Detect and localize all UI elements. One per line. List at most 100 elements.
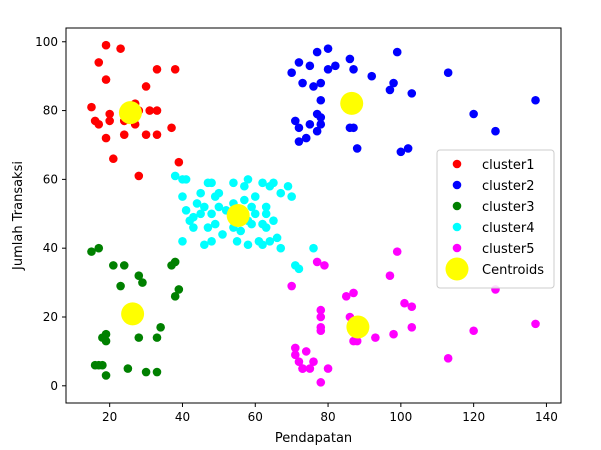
- cluster2-point: [305, 61, 315, 71]
- cluster1-point: [152, 64, 162, 74]
- cluster5-point: [316, 326, 326, 336]
- cluster4-point: [207, 209, 216, 219]
- cluster5-point: [323, 364, 333, 373]
- cluster3-point: [87, 247, 96, 256]
- cluster1-point: [141, 130, 151, 139]
- series-centroids: [118, 91, 370, 339]
- cluster5-point: [443, 353, 453, 363]
- cluster1-point: [116, 44, 125, 53]
- cluster5-point: [316, 312, 326, 322]
- cluster5-point: [312, 257, 322, 267]
- x-tick-label: 20: [102, 410, 117, 424]
- cluster2-point: [323, 64, 333, 74]
- series-cluster1: [87, 40, 184, 181]
- cluster2-point: [531, 95, 540, 105]
- cluster5-point: [294, 357, 304, 367]
- cluster4-point: [272, 233, 282, 243]
- cluster1-point: [87, 102, 96, 112]
- plot-frame: [65, 27, 562, 404]
- centroids-point: [346, 315, 370, 339]
- cluster5-point: [320, 261, 329, 270]
- cluster4-point: [181, 206, 191, 215]
- cluster4-point: [200, 202, 209, 212]
- x-axis-label: Pendapatan: [275, 431, 352, 446]
- cluster4-point: [261, 202, 271, 212]
- y-tick-label: 20: [43, 310, 58, 324]
- cluster4-point: [214, 202, 224, 212]
- cluster2-point: [291, 116, 300, 126]
- legend: cluster1 cluster2 cluster3 cluster4 cluster5…: [436, 149, 555, 289]
- cluster3-point: [119, 261, 129, 270]
- cluster1-point: [105, 116, 114, 126]
- cluster5-point: [298, 364, 307, 373]
- cluster3-point: [94, 243, 104, 253]
- legend-marker-cluster5: [452, 243, 462, 253]
- cluster2-point: [294, 58, 304, 67]
- cluster5-point: [349, 288, 358, 298]
- legend-label-cluster4: cluster4: [482, 221, 534, 236]
- cluster2-point: [389, 78, 398, 88]
- cluster3-point: [98, 360, 107, 370]
- legend-marker-cluster2: [452, 180, 462, 190]
- legend-marker-centroids: [445, 257, 469, 281]
- cluster5-point: [291, 343, 300, 353]
- centroids-point: [118, 101, 142, 125]
- y-tick-label: 60: [43, 172, 58, 186]
- legend-label-cluster3: cluster3: [482, 200, 534, 215]
- cluster2-point: [396, 147, 406, 157]
- cluster2-point: [443, 68, 453, 78]
- cluster2-point: [367, 71, 377, 81]
- cluster3-point: [170, 257, 180, 267]
- centroids-point: [340, 91, 364, 115]
- series-cluster3: [87, 243, 184, 380]
- cluster4-point: [170, 171, 180, 181]
- series-cluster4: [170, 171, 318, 274]
- cluster2-point: [287, 68, 296, 78]
- cluster4-point: [218, 230, 227, 239]
- cluster2-point: [298, 78, 307, 88]
- series-cluster2: [287, 44, 540, 157]
- legend-marker-cluster3: [452, 201, 462, 211]
- cluster3-point: [101, 336, 111, 346]
- cluster2-point: [305, 120, 315, 129]
- cluster1-point: [101, 133, 111, 143]
- cluster4-point: [214, 188, 224, 198]
- x-tick-label: 40: [175, 410, 190, 424]
- cluster2-point: [469, 109, 478, 119]
- y-tick-label: 80: [43, 104, 58, 118]
- cluster1-point: [170, 64, 180, 74]
- cluster5-point: [301, 347, 311, 356]
- cluster2-point: [385, 85, 395, 95]
- cluster2-point: [403, 144, 413, 153]
- cluster4-point: [250, 192, 260, 201]
- cluster4-point: [258, 219, 267, 229]
- cluster4-point: [236, 226, 246, 236]
- legend-marker-cluster4: [452, 222, 462, 232]
- cluster2-point: [316, 95, 326, 105]
- cluster2-point: [345, 54, 355, 64]
- cluster3-point: [134, 333, 144, 342]
- cluster4-point: [240, 181, 249, 191]
- cluster5-point: [400, 298, 409, 308]
- cluster4-point: [269, 216, 278, 225]
- cluster4-point: [232, 237, 242, 246]
- cluster2-point: [331, 61, 340, 71]
- cluster2-point: [349, 123, 358, 133]
- cluster5-point: [385, 271, 395, 281]
- cluster4-point: [258, 178, 267, 188]
- cluster5-point: [389, 329, 398, 339]
- cluster4-point: [200, 240, 209, 250]
- cluster1-point: [119, 130, 129, 139]
- cluster5-point: [287, 281, 296, 291]
- cluster3-point: [109, 261, 118, 270]
- cluster4-point: [276, 243, 286, 253]
- cluster4-point: [189, 212, 198, 222]
- cluster2-point: [316, 113, 326, 122]
- cluster4-point: [181, 175, 191, 184]
- cluster5-point: [371, 333, 380, 342]
- cluster2-point: [316, 120, 326, 129]
- legend-label-centroids: Centroids: [482, 263, 544, 278]
- legend-marker-cluster1: [452, 159, 462, 169]
- cluster5-point: [316, 305, 326, 315]
